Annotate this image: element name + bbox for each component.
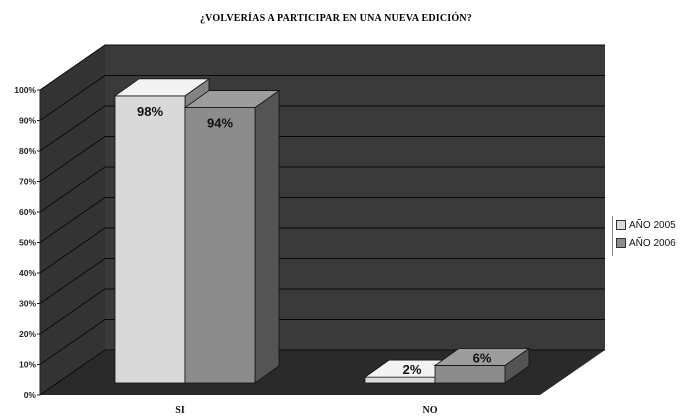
gridline: [39, 75, 605, 121]
gridline: [39, 44, 605, 91]
gridline: [39, 136, 605, 182]
gridline: [39, 197, 605, 243]
data-label: 2%: [403, 362, 422, 377]
tick-label: 20%: [19, 329, 36, 339]
gridline: [39, 258, 605, 304]
legend-item-2006: AÑO 2006: [616, 234, 682, 252]
gridline: [39, 105, 605, 152]
tick-label: 70%: [19, 177, 36, 187]
legend-label-2005: AÑO 2005: [629, 219, 676, 231]
tick-label: 90%: [19, 116, 36, 126]
y-axis-ticks: 0% 10% 20% 30% 40% 50% 60% 70% 80% 90% 100%: [14, 85, 41, 400]
legend-item-2005: AÑO 2005: [616, 216, 682, 234]
bar-top: [433, 348, 531, 366]
gridline: [39, 288, 605, 335]
category-label: SI: [175, 405, 185, 416]
bar-side: [254, 89, 280, 384]
gridline: [39, 349, 605, 396]
tick-label: 40%: [19, 268, 36, 278]
data-label: 94%: [207, 116, 233, 131]
legend-swatch-2006: [616, 238, 626, 248]
gridline: [39, 227, 605, 274]
gridline: [39, 166, 605, 213]
bar: [114, 95, 186, 384]
tick-label: 60%: [19, 207, 36, 217]
legend-label-2006: AÑO 2006: [629, 237, 676, 249]
tick-label: 80%: [19, 146, 36, 156]
bar: [364, 376, 436, 384]
tick-label: 30%: [19, 299, 36, 309]
data-label: 98%: [137, 104, 163, 119]
tick-label: 50%: [19, 238, 36, 248]
legend: AÑO 2005 AÑO 2006: [612, 216, 682, 256]
bar: [434, 365, 506, 384]
category-label: NO: [423, 405, 438, 416]
gridlines: [39, 44, 605, 396]
bars: 98% 94% 2% 6%: [113, 78, 531, 384]
bar: [184, 107, 256, 384]
bar-top: [113, 78, 211, 97]
x-axis-categories: SI NO: [175, 405, 437, 416]
chart-title: ¿VOLVERÍAS A PARTICIPAR EN UNA NUEVA EDI…: [200, 12, 472, 24]
legend-swatch-2005: [616, 220, 626, 230]
gridline: [39, 319, 605, 365]
bar-top: [183, 90, 281, 108]
tick-label: 0%: [24, 390, 37, 400]
tick-label: 100%: [14, 85, 36, 95]
data-label: 6%: [473, 350, 492, 365]
tick-label: 10%: [19, 360, 36, 370]
